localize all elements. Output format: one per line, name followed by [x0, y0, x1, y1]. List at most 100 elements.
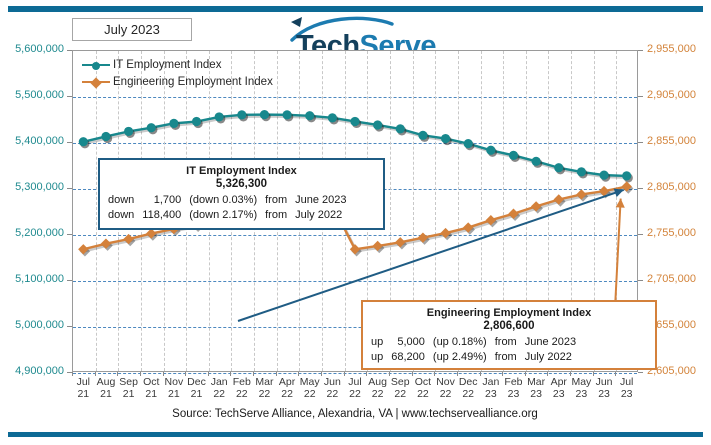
x-axis-tick-label: Jul 21 — [67, 376, 99, 400]
chart-legend: IT Employment Index Engineering Employme… — [82, 56, 273, 90]
x-tick-year: 23 — [484, 388, 497, 400]
x-axis-tick-label: Sep 21 — [113, 376, 145, 400]
x-axis-tick-label: Feb 22 — [226, 376, 258, 400]
x-axis-tick — [570, 372, 572, 376]
y-axis-left-tick — [67, 50, 72, 51]
legend-label-engineering: Engineering Employment Index — [113, 75, 273, 88]
x-tick-month: Jun — [323, 376, 341, 388]
x-tick-month: May — [299, 376, 320, 388]
it-callout-box: IT Employment Index 5,326,300 down 1,700… — [98, 158, 385, 230]
y-axis-right-tick-label: 2,955,000 — [647, 43, 696, 55]
eng-callout-row-year: up 68,200 (up 2.49%) from July 2022 — [367, 350, 580, 365]
x-tick-year: 21 — [190, 388, 203, 400]
x-axis-tick-label: Aug 22 — [362, 376, 394, 400]
it-row1-pct: (down 2.17%) — [189, 209, 258, 221]
it-row0-pct: (down 0.03%) — [189, 194, 258, 206]
x-tick-month: Jan — [482, 376, 500, 388]
x-axis-tick — [456, 372, 458, 376]
eng-callout-row-month: up 5,000 (up 0.18%) from June 2023 — [367, 335, 580, 350]
x-tick-year: 23 — [507, 388, 520, 400]
x-axis-tick-label: Jan 23 — [475, 376, 507, 400]
it-callout-table: down 1,700 (down 0.03%) from June 2023 d… — [104, 193, 351, 223]
y-axis-left-tick-label: 5,000,000 — [15, 319, 64, 331]
legend-marker-circle-icon — [92, 61, 100, 70]
engineering-callout-box: Engineering Employment Index 2,806,600 u… — [361, 300, 657, 370]
y-axis-right-tick — [638, 280, 643, 281]
y-axis-right-tick — [638, 234, 643, 235]
x-axis-tick — [479, 372, 481, 376]
x-axis-tick-label: Mar 23 — [520, 376, 552, 400]
x-axis-tick-label: Nov 21 — [158, 376, 190, 400]
x-tick-month: May — [571, 376, 592, 388]
x-axis-tick-label: Apr 23 — [543, 376, 575, 400]
x-tick-month: Jan — [210, 376, 228, 388]
y-axis-left-tick — [67, 326, 72, 327]
legend-marker-diamond-icon — [90, 76, 102, 89]
x-axis-tick — [253, 372, 255, 376]
x-tick-year: 22 — [462, 388, 475, 400]
x-axis-tick-label: Dec 21 — [181, 376, 213, 400]
x-tick-year: 21 — [122, 388, 135, 400]
x-axis-tick-label: May 23 — [565, 376, 597, 400]
x-tick-month: Sep — [390, 376, 410, 388]
x-tick-month: Apr — [278, 376, 296, 388]
x-axis-tick-label: Jul 22 — [339, 376, 371, 400]
y-axis-left-tick-label: 5,100,000 — [15, 273, 64, 285]
x-axis-tick — [72, 372, 73, 376]
it-callout-row-month: down 1,700 (down 0.03%) from June 2023 — [104, 193, 351, 208]
x-axis-tick — [230, 372, 232, 376]
x-tick-year: 21 — [100, 388, 112, 400]
y-axis-right-tick-label: 2,905,000 — [647, 89, 696, 101]
x-axis-tick — [388, 372, 390, 376]
x-axis-tick — [207, 372, 209, 376]
x-axis-tick — [162, 372, 164, 376]
x-tick-year: 21 — [77, 388, 90, 400]
eng-row1-period: July 2022 — [524, 351, 572, 363]
legend-label-it: IT Employment Index — [113, 58, 222, 71]
it-row1-dir: down — [108, 209, 135, 221]
y-axis-right-tick-label: 2,755,000 — [647, 227, 696, 239]
gridline-horizontal — [73, 97, 637, 98]
x-tick-month: Dec — [458, 376, 478, 388]
date-title-box: July 2023 — [72, 18, 192, 41]
y-axis-left-tick — [67, 142, 72, 143]
gridline-horizontal — [73, 143, 637, 144]
x-tick-year: 23 — [552, 388, 565, 400]
x-axis-tick-label: May 22 — [294, 376, 326, 400]
eng-row0-dir: up — [371, 336, 384, 348]
x-tick-year: 22 — [371, 388, 384, 400]
x-tick-month: Mar — [255, 376, 274, 388]
it-row0-dir: down — [108, 194, 135, 206]
x-axis-tick — [275, 372, 277, 376]
gridline-horizontal — [73, 235, 637, 236]
x-tick-year: 22 — [213, 388, 225, 400]
y-axis-left-tick — [67, 280, 72, 281]
y-axis-right-tick — [638, 142, 643, 143]
y-axis-left-tick — [67, 372, 72, 373]
x-tick-month: Nov — [436, 376, 455, 388]
gridline-horizontal — [73, 373, 637, 374]
y-axis-left-tick-label: 5,600,000 — [15, 43, 64, 55]
x-tick-month: Nov — [164, 376, 184, 388]
legend-line-engineering — [82, 76, 110, 89]
x-tick-month: Dec — [187, 376, 206, 388]
source-footer: Source: TechServe Alliance, Alexandria, … — [172, 408, 538, 420]
y-axis-left-tick-label: 5,300,000 — [15, 181, 64, 193]
x-tick-year: 22 — [235, 388, 248, 400]
x-tick-month: Aug — [96, 376, 116, 388]
eng-callout-title: Engineering Employment Index — [426, 307, 592, 319]
logo-wordmark: TechServe — [296, 30, 437, 63]
logo-swoosh-icon — [290, 16, 394, 42]
eng-row1-dir: up — [371, 351, 384, 363]
it-callout-value: 5,326,300 — [215, 178, 268, 190]
x-tick-month: Oct — [414, 376, 432, 388]
it-callout-row-year: down 118,400 (down 2.17%) from July 2022 — [104, 208, 351, 223]
y-axis-right-tick-label: 2,805,000 — [647, 181, 696, 193]
it-row0-from: from — [265, 194, 288, 206]
x-tick-month: Jul — [619, 376, 634, 388]
y-axis-left-tick — [67, 188, 72, 189]
x-axis-tick-label: Oct 21 — [135, 376, 167, 400]
x-tick-year: 22 — [417, 388, 429, 400]
x-axis-tick — [434, 372, 436, 376]
